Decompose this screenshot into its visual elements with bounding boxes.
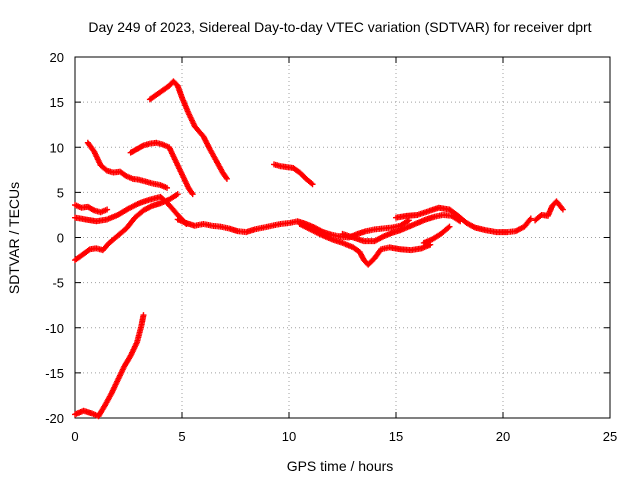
data-point [140,312,147,319]
data-point [139,143,146,150]
axis-ticks: 0 5 10 15 20 25 -20 -15 -10 -5 0 5 10 15 20 [45,50,617,444]
chart-title: Day 249 of 2023, Sidereal Day-to-day VTE… [88,19,591,35]
series-arc-l [393,204,534,236]
data-point [104,206,111,213]
series-arc-n [72,312,147,420]
grid-lines [75,57,610,418]
data-point [189,191,196,198]
y-tick-label: -20 [45,411,64,426]
y-tick-label: -10 [45,321,64,336]
data-point [89,206,96,213]
data-point [223,175,230,182]
x-tick-label: 10 [282,429,296,444]
data-point [527,215,534,222]
series-arc-f [146,78,230,182]
data-point [445,224,452,231]
data-point [174,191,181,198]
y-axis-label: SDTVAR / TECUs [6,182,22,294]
data-marks [72,78,566,420]
data-point [309,181,316,188]
x-tick-label: 25 [603,429,617,444]
data-point [223,174,230,181]
x-tick-label: 5 [178,429,185,444]
y-tick-label: 10 [50,140,64,155]
data-point [446,223,453,230]
series-arc-b [72,202,111,216]
y-tick-label: 0 [57,231,64,246]
series-arc-h [174,216,412,241]
series-arc-j [339,211,464,245]
data-point [188,189,195,196]
series-arc-m [532,198,566,224]
series-arc-c [72,193,190,227]
data-point [308,180,315,187]
series-arc-i [296,220,434,268]
x-axis-label: GPS time / hours [287,458,394,474]
data-point [85,247,92,254]
y-tick-label: 15 [50,95,64,110]
series-arc-k [420,223,453,246]
x-tick-label: 20 [496,429,510,444]
series-arc-d [84,139,171,191]
x-tick-label: 0 [71,429,78,444]
x-tick-label: 15 [389,429,403,444]
data-point [164,184,171,191]
y-tick-label: -15 [45,366,64,381]
series-arc-g [271,161,316,188]
y-tick-label: 5 [57,185,64,200]
series-arc-e [127,139,196,198]
data-point [559,206,566,213]
data-point [427,241,434,248]
y-tick-label: -5 [52,276,64,291]
y-tick-label: 20 [50,50,64,65]
